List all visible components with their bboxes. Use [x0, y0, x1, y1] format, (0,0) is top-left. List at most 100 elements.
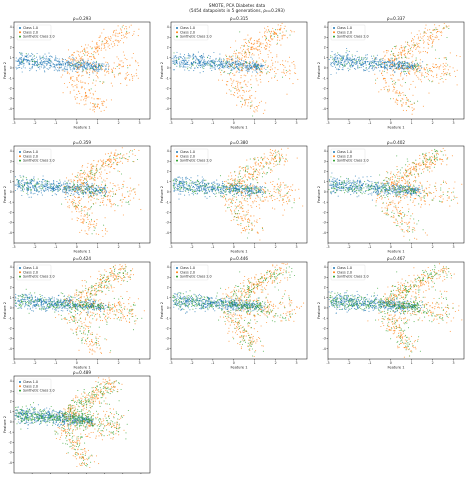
synthetic-point — [132, 161, 133, 162]
class-2-point — [117, 36, 118, 37]
class-1-point — [181, 181, 182, 182]
class-1-point — [357, 57, 358, 58]
class-2-point — [401, 66, 402, 67]
synthetic-point — [75, 190, 76, 191]
class-1-point — [43, 68, 44, 69]
class-2-point — [438, 31, 439, 32]
y-tick-label: -2 — [323, 86, 326, 90]
class-2-point — [403, 78, 404, 79]
class-1-point — [378, 65, 379, 66]
synthetic-point — [349, 69, 350, 70]
class-2-point — [232, 60, 233, 61]
class-2-point — [264, 35, 265, 36]
class-2-point — [240, 47, 241, 48]
synthetic-point — [431, 81, 432, 82]
class-2-point — [444, 57, 445, 58]
class-1-point — [24, 57, 25, 58]
class-2-point — [110, 162, 111, 163]
synthetic-point — [38, 183, 39, 184]
class-2-point — [251, 75, 252, 76]
class-1-point — [372, 60, 373, 61]
class-1-point — [83, 196, 84, 197]
class-2-point — [411, 41, 412, 42]
class-2-point — [87, 62, 88, 63]
synthetic-point — [234, 66, 235, 67]
class-2-point — [424, 35, 425, 36]
class-1-point — [26, 61, 27, 62]
class-2-point — [132, 80, 133, 81]
class-1-point — [68, 188, 69, 189]
class-1-point — [365, 63, 366, 64]
class-1-point — [18, 67, 19, 68]
class-1-point — [39, 68, 40, 69]
class-2-point — [240, 82, 241, 83]
class-1-point — [195, 60, 196, 61]
synthetic-point — [66, 182, 67, 183]
synthetic-point — [379, 64, 380, 65]
class-2-point — [449, 66, 450, 67]
class-2-point — [395, 92, 396, 93]
class-2-point — [411, 32, 412, 33]
class-1-point — [41, 60, 42, 61]
class-2-point — [93, 56, 94, 57]
class-1-point — [20, 188, 21, 189]
class-1-point — [342, 69, 343, 70]
class-1-point — [19, 64, 20, 65]
synthetic-point — [79, 186, 80, 187]
class-1-point — [71, 191, 72, 192]
synthetic-point — [96, 172, 97, 173]
class-2-point — [246, 43, 247, 44]
synthetic-point — [78, 188, 79, 189]
synthetic-point — [361, 57, 362, 58]
class-1-point — [44, 60, 45, 61]
class-2-point — [263, 60, 264, 61]
class-2-point — [79, 74, 80, 75]
class-2-point — [287, 61, 288, 62]
class-2-point — [419, 30, 420, 31]
x-axis-label: Feature 1 — [73, 250, 90, 254]
class-2-point — [283, 69, 284, 70]
class-1-point — [218, 190, 219, 191]
class-2-point — [414, 73, 415, 74]
class-1-point — [179, 63, 180, 64]
class-1-point — [87, 65, 88, 66]
class-1-point — [54, 70, 55, 71]
class-2-point — [239, 91, 240, 92]
class-2-point — [241, 97, 242, 98]
synthetic-point — [416, 69, 417, 70]
class-2-point — [412, 107, 413, 108]
class-1-point — [264, 187, 265, 188]
class-2-point — [79, 179, 80, 180]
class-2-point — [71, 181, 72, 182]
class-2-point — [79, 197, 80, 198]
class-1-point — [56, 185, 57, 186]
class-2-point — [91, 224, 92, 225]
class-2-point — [383, 58, 384, 59]
class-1-point — [347, 63, 348, 64]
class-1-point — [223, 193, 224, 194]
class-1-point — [196, 187, 197, 188]
class-2-point — [433, 67, 434, 68]
class-1-point — [350, 60, 351, 61]
class-1-point — [28, 62, 29, 63]
y-tick-label: -3 — [9, 221, 12, 225]
class-1-point — [224, 188, 225, 189]
class-2-point — [433, 39, 434, 40]
class-2-point — [96, 66, 97, 67]
class-1-point — [211, 186, 212, 187]
synthetic-point — [402, 62, 403, 63]
synthetic-point — [259, 68, 260, 69]
class-1-point — [228, 68, 229, 69]
class-1-point — [32, 64, 33, 65]
class-2-point — [268, 81, 269, 82]
class-1-point — [201, 189, 202, 190]
class-2-point — [124, 55, 125, 56]
synthetic-point — [19, 184, 20, 185]
class-2-point — [412, 95, 413, 96]
class-2-point — [113, 32, 114, 33]
class-2-point — [411, 47, 412, 48]
class-2-point — [269, 47, 270, 48]
class-1-point — [362, 64, 363, 65]
legend-marker — [19, 36, 21, 38]
class-1-point — [48, 58, 49, 59]
